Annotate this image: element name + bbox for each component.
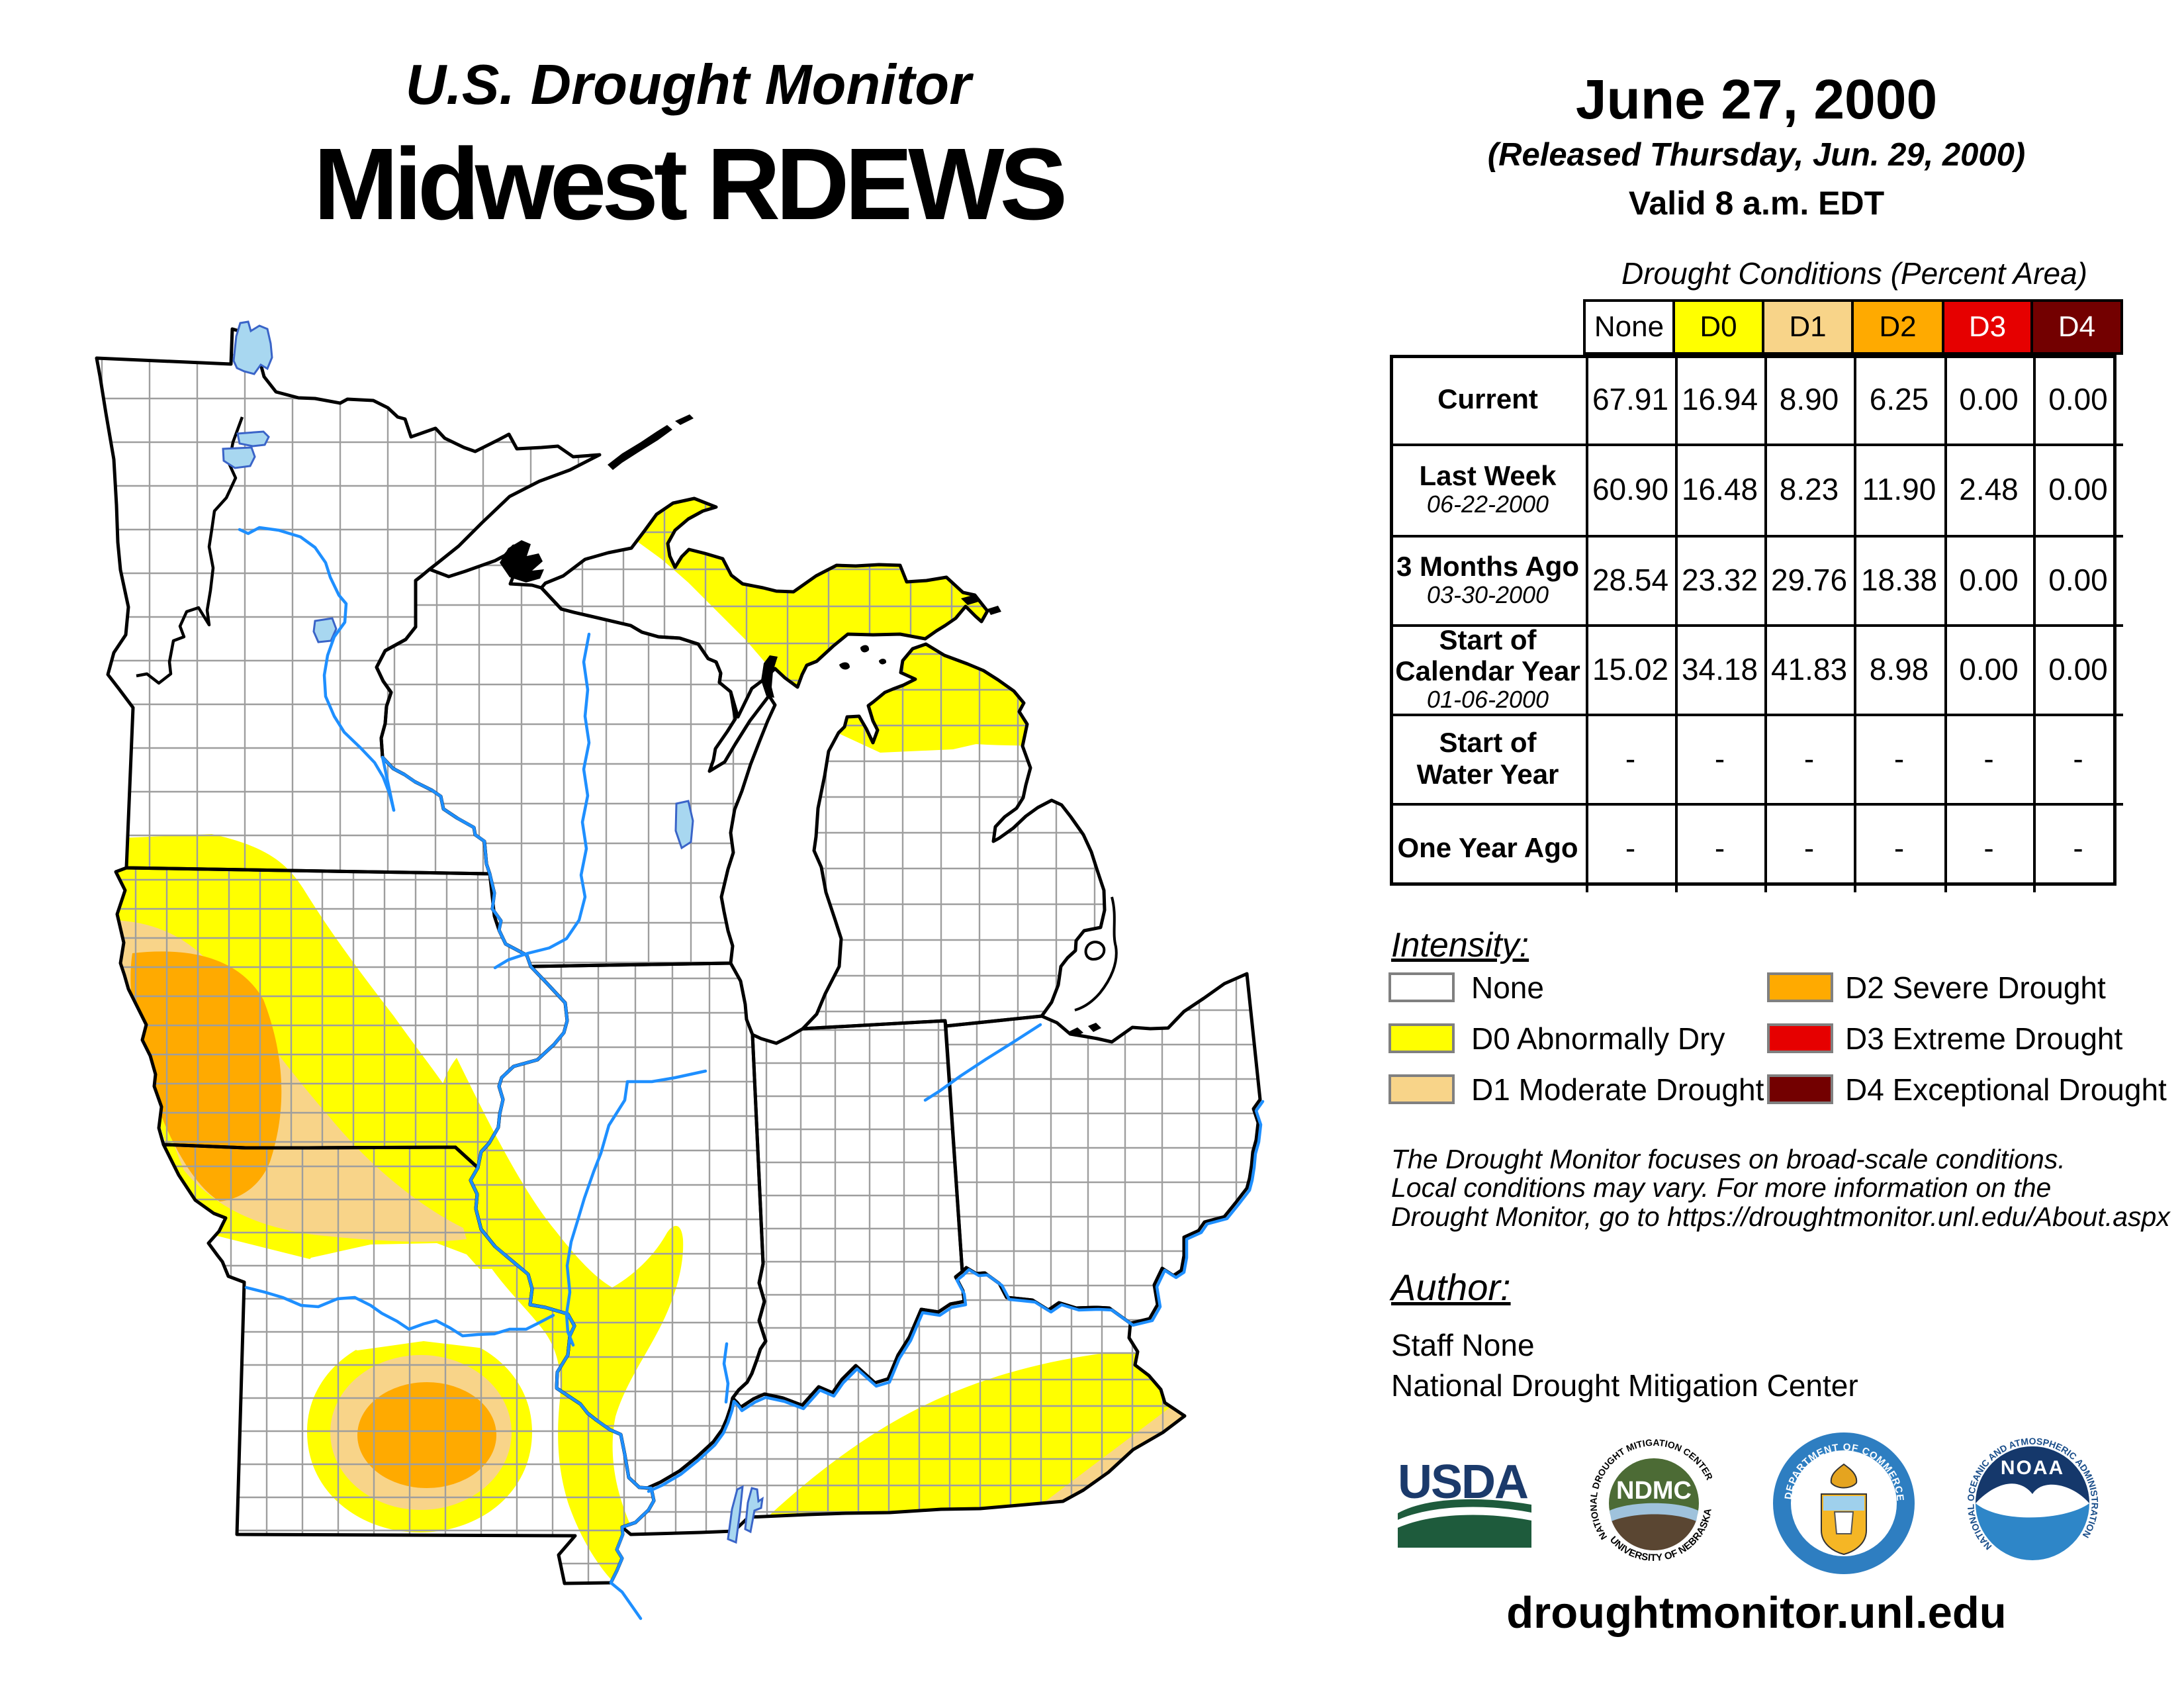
svg-text:NDMC: NDMC: [1616, 1477, 1692, 1505]
svg-text:NOAA: NOAA: [2001, 1457, 2064, 1479]
